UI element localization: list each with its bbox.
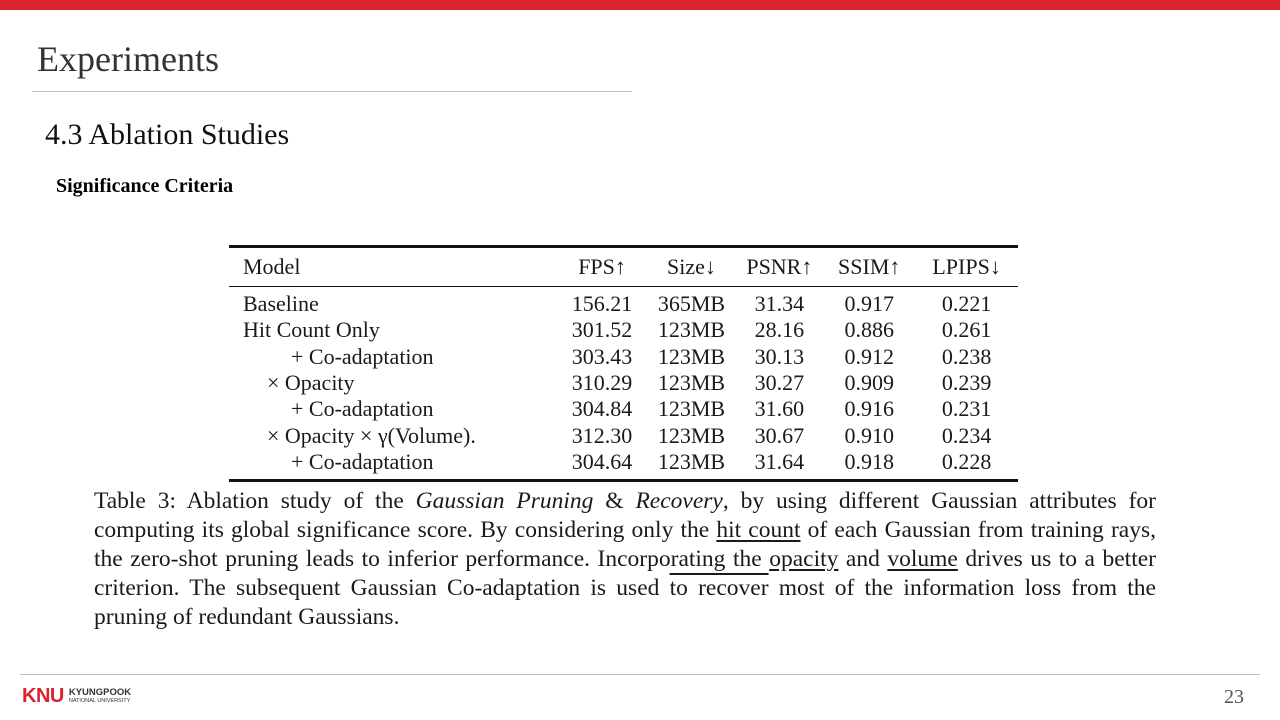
- cell-psnr: 30.67: [754, 422, 805, 448]
- cell-fps: 310.29: [571, 370, 633, 396]
- caption-text: drives us to a better criterion. The sub…: [94, 546, 1157, 601]
- cell-psnr: 31.60: [754, 396, 805, 422]
- slide-title: Experiments: [37, 39, 219, 79]
- cell-ssim: 0.886: [844, 317, 894, 343]
- cell-ssim: 0.912: [844, 343, 894, 369]
- cell-lpips: 0.238: [941, 343, 992, 369]
- header-ssim: SSIM↑: [838, 254, 901, 279]
- cell-ssim: 0.918: [844, 448, 894, 474]
- table-row: × Opacity 310.29 123MB 30.27 0.909 0.239: [229, 370, 1018, 396]
- table-row: + Co-adaptation 303.43 123MB 30.13 0.912…: [229, 344, 1018, 370]
- logo-line-1: KYUNGPOOK: [68, 687, 132, 698]
- caption-text: and: [838, 546, 888, 572]
- table-row: × Opacity × γ(Volume). 312.30 123MB 30.6…: [229, 422, 1018, 448]
- caption-underlined-term: hit count: [716, 517, 801, 543]
- caption-text: Table 3: Ablation study of the: [94, 488, 416, 514]
- footer-divider: [20, 674, 1260, 675]
- caption-underlined-term: opacity: [769, 546, 839, 572]
- ablation-table-container: Model FPS↑ Size↓ PSNR↑ SSIM↑ LPIPS↓ Base…: [229, 245, 1018, 482]
- cell-model: × Opacity × γ(Volume).: [267, 422, 476, 448]
- header-psnr: PSNR↑: [746, 254, 813, 279]
- ablation-table: Model FPS↑ Size↓ PSNR↑ SSIM↑ LPIPS↓ Base…: [229, 245, 1018, 482]
- cell-ssim: 0.909: [844, 370, 894, 396]
- cell-size: 123MB: [657, 448, 726, 474]
- header-model: Model: [243, 254, 301, 279]
- cell-fps: 301.52: [571, 317, 633, 343]
- header-fps: FPS↑: [578, 254, 626, 279]
- caption-italic-term: Gaussian Pruning: [415, 488, 594, 514]
- cell-size: 123MB: [657, 370, 726, 396]
- cell-fps: 304.84: [571, 396, 633, 422]
- cell-lpips: 0.231: [941, 396, 992, 422]
- table-row: Hit Count Only 301.52 123MB 28.16 0.886 …: [229, 317, 1018, 343]
- caption-text: , by using different Gaussian attributes…: [94, 488, 1156, 543]
- caption-overlined-term: to recover: [669, 575, 769, 601]
- cell-model: + Co-adaptation: [291, 396, 434, 422]
- logo-wordmark: KYUNGPOOK NATIONAL UNIVERSITY: [69, 688, 131, 705]
- cell-size: 123MB: [657, 396, 726, 422]
- caption-italic-term: Recovery: [635, 488, 723, 514]
- cell-lpips: 0.221: [941, 291, 992, 317]
- cell-fps: 303.43: [571, 343, 633, 369]
- cell-ssim: 0.916: [844, 396, 894, 422]
- cell-psnr: 31.64: [754, 448, 805, 474]
- header-lpips: LPIPS↓: [932, 254, 1001, 279]
- cell-size: 365MB: [657, 291, 726, 317]
- knu-logo-mark: KNU: [22, 685, 64, 707]
- university-logo: KNU KYUNGPOOK NATIONAL UNIVERSITY: [22, 685, 131, 708]
- cell-size: 123MB: [657, 343, 726, 369]
- cell-psnr: 28.16: [754, 317, 805, 343]
- cell-size: 123MB: [657, 317, 726, 343]
- cell-psnr: 30.27: [754, 370, 805, 396]
- cell-fps: 304.64: [571, 448, 633, 474]
- cell-model: × Opacity: [267, 370, 355, 396]
- cell-psnr: 30.13: [754, 343, 805, 369]
- caption-text: of each Gaussian from training rays, the…: [94, 517, 1156, 572]
- title-divider: [32, 91, 632, 92]
- page-number: 23: [1224, 686, 1244, 708]
- caption-underlined-term: volume: [887, 546, 958, 572]
- cell-fps: 312.30: [571, 422, 633, 448]
- logo-line-2: NATIONAL UNIVERSITY: [68, 698, 131, 704]
- table-row: Baseline 156.21 365MB 31.34 0.917 0.221: [229, 287, 1018, 318]
- table-header-row: Model FPS↑ Size↓ PSNR↑ SSIM↑ LPIPS↓: [229, 246, 1018, 287]
- caption-text: most of the information loss from the pr…: [94, 575, 1156, 630]
- table-row: + Co-adaptation 304.84 123MB 31.60 0.916…: [229, 396, 1018, 422]
- cell-ssim: 0.910: [844, 422, 894, 448]
- cell-lpips: 0.234: [941, 422, 992, 448]
- cell-fps: 156.21: [571, 291, 633, 317]
- section-heading: 4.3 Ablation Studies: [45, 118, 290, 151]
- cell-lpips: 0.228: [941, 448, 992, 474]
- cell-psnr: 31.34: [754, 291, 805, 317]
- cell-size: 123MB: [657, 422, 726, 448]
- cell-model: Baseline: [243, 291, 319, 317]
- cell-model: Hit Count Only: [243, 317, 380, 343]
- subheading: Significance Criteria: [56, 175, 234, 197]
- cell-lpips: 0.261: [941, 317, 992, 343]
- cell-model: + Co-adaptation: [291, 343, 434, 369]
- header-size: Size↓: [666, 254, 716, 279]
- cell-lpips: 0.239: [941, 370, 992, 396]
- cell-ssim: 0.917: [844, 291, 894, 317]
- table-caption: Table 3: Ablation study of the Gaussian …: [94, 487, 1156, 632]
- caption-text: &: [593, 488, 636, 514]
- top-accent-bar: [0, 0, 1280, 10]
- table-row: + Co-adaptation 304.64 123MB 31.64 0.918…: [229, 449, 1018, 481]
- cell-model: + Co-adaptation: [291, 448, 434, 474]
